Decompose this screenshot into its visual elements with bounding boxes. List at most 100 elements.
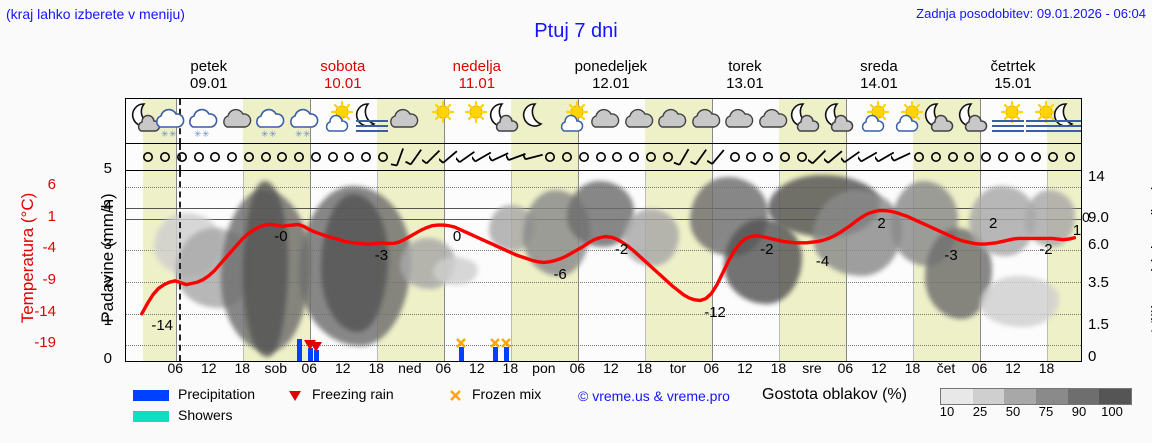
colorbar-tick: 75 [1038,404,1054,419]
wind-barb-icon [489,152,509,162]
precipitation-bar [313,350,319,361]
calm-wind-icon [193,152,204,162]
day-date: 10.01 [324,75,362,92]
svg-text:✳: ✳ [194,129,202,139]
calm-wind-icon [645,152,656,162]
temperature-tick: -14 [34,302,56,320]
wind-barb-icon [874,151,894,163]
calm-wind-icon [227,152,238,162]
x-axis-tick: tor [669,360,687,376]
freezing-rain-marker [309,342,322,353]
colorbar-tick: 100 [1101,404,1123,419]
day-date: 11.01 [458,75,496,92]
x-axis-tick: 06 [703,360,720,376]
day-separator [980,144,982,171]
svg-text:✳: ✳ [169,129,177,139]
cloud-density-legend-label: Gostota oblakov (%) [762,386,907,403]
colorbar-segment [972,389,1005,404]
calm-wind-icon [947,152,958,162]
night-band [511,144,579,171]
calm-wind-icon [997,152,1008,162]
colorbar-segment [1067,389,1100,404]
moon-fog-icon [355,103,388,132]
gridline [126,250,1081,252]
day-header: nedelja 11.01 [407,58,547,92]
wind-barb-icon [390,148,404,167]
moon-cloud-icon [489,103,519,132]
x-axis-tick: 12 [335,360,351,376]
temperature-point-label: -14 [151,316,174,334]
moon-cloud-icon [958,103,988,132]
day-separator [444,144,446,171]
night-band [243,144,311,171]
x-axis-tick: pon [532,360,556,376]
frozen-mix-marker [489,338,500,348]
calm-wind-icon [595,152,606,162]
current-time-line [179,171,182,361]
day-date: 15.01 [994,75,1032,92]
x-axis-tick: 18 [770,360,787,376]
cloud-icon [691,108,721,128]
temperature-point-label: 0 [452,227,462,245]
calm-wind-icon [361,152,372,162]
wind-barb-icon [857,151,878,163]
day-name: sreda [860,58,898,75]
day-header: petek 09.01 [139,58,279,92]
copyright-link[interactable]: © vreme.us & vreme.pro [578,388,730,404]
calm-wind-icon [327,152,338,162]
frozen-mix-marker [456,338,466,348]
colorbar-segment [941,389,973,404]
temperature-point-label: -2 [760,240,774,258]
sun-icon [465,101,488,124]
calm-wind-icon [310,152,321,162]
svg-text:✳: ✳ [161,129,169,139]
precip-tick: 3 [103,236,112,253]
cloud-icon [758,108,788,128]
wind-barb-icon [690,149,708,166]
x-axis-tick: sre [802,360,822,376]
wind-barb-icon [522,153,543,161]
x-axis-tick: 06 [837,360,854,376]
cloud-icon [591,108,620,128]
cloud-icon [658,108,687,128]
calm-wind-icon [260,152,271,162]
day-header: četrtek 15.01 [943,58,1083,92]
cloud-density-blob [433,256,478,285]
colorbar-segment [1099,389,1132,404]
svg-text:✳: ✳ [261,129,269,139]
cloud-icon [390,108,419,128]
x-axis-tick: 12 [603,360,619,376]
wind-barb-icon [807,149,826,165]
svg-text:✳: ✳ [269,129,277,139]
x-axis-tick: 12 [200,360,217,376]
current-time-line [179,144,182,171]
cloud-axis-label: Višina oblakov (km) [1148,183,1152,333]
precipitation-bar [503,346,509,361]
gridline [126,345,1081,347]
x-axis-tick: 18 [1038,360,1055,376]
frozen-mix-marker [500,338,511,348]
day-header: ponedeljek 12.01 [541,58,681,92]
cloud-density-blob [980,275,1059,327]
x-axis-tick: 12 [469,360,485,376]
night-band [142,144,177,171]
calm-wind-icon [277,152,288,162]
cloud-tick: 1.5 [1088,315,1109,333]
freezing-rain-legend-label: Freezing rain [312,386,394,402]
calm-wind-icon [210,152,221,162]
x-axis-tick: 18 [234,360,251,376]
calm-wind-icon [545,152,556,162]
precip-tick: 5 [103,160,112,177]
svg-text:✳: ✳ [202,129,210,139]
frozen-mix-legend-label: Frozen mix [472,386,542,402]
x-axis-tick: 06 [971,360,988,376]
day-date: 13.01 [726,75,764,92]
x-axis-tick: 12 [737,360,753,376]
temperature-point-label: -12 [704,303,726,321]
day-separator [578,171,580,361]
temperature-tick: 1 [47,207,56,225]
x-axis-tick: ned [398,360,422,376]
moon-cloud-icon [824,103,854,132]
half-day-separator [1047,171,1049,361]
calm-wind-icon [629,152,640,162]
